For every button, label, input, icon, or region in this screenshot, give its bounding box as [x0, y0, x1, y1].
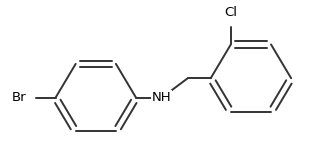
Text: Cl: Cl	[224, 6, 237, 19]
Text: Br: Br	[12, 91, 27, 104]
Text: NH: NH	[152, 91, 172, 104]
